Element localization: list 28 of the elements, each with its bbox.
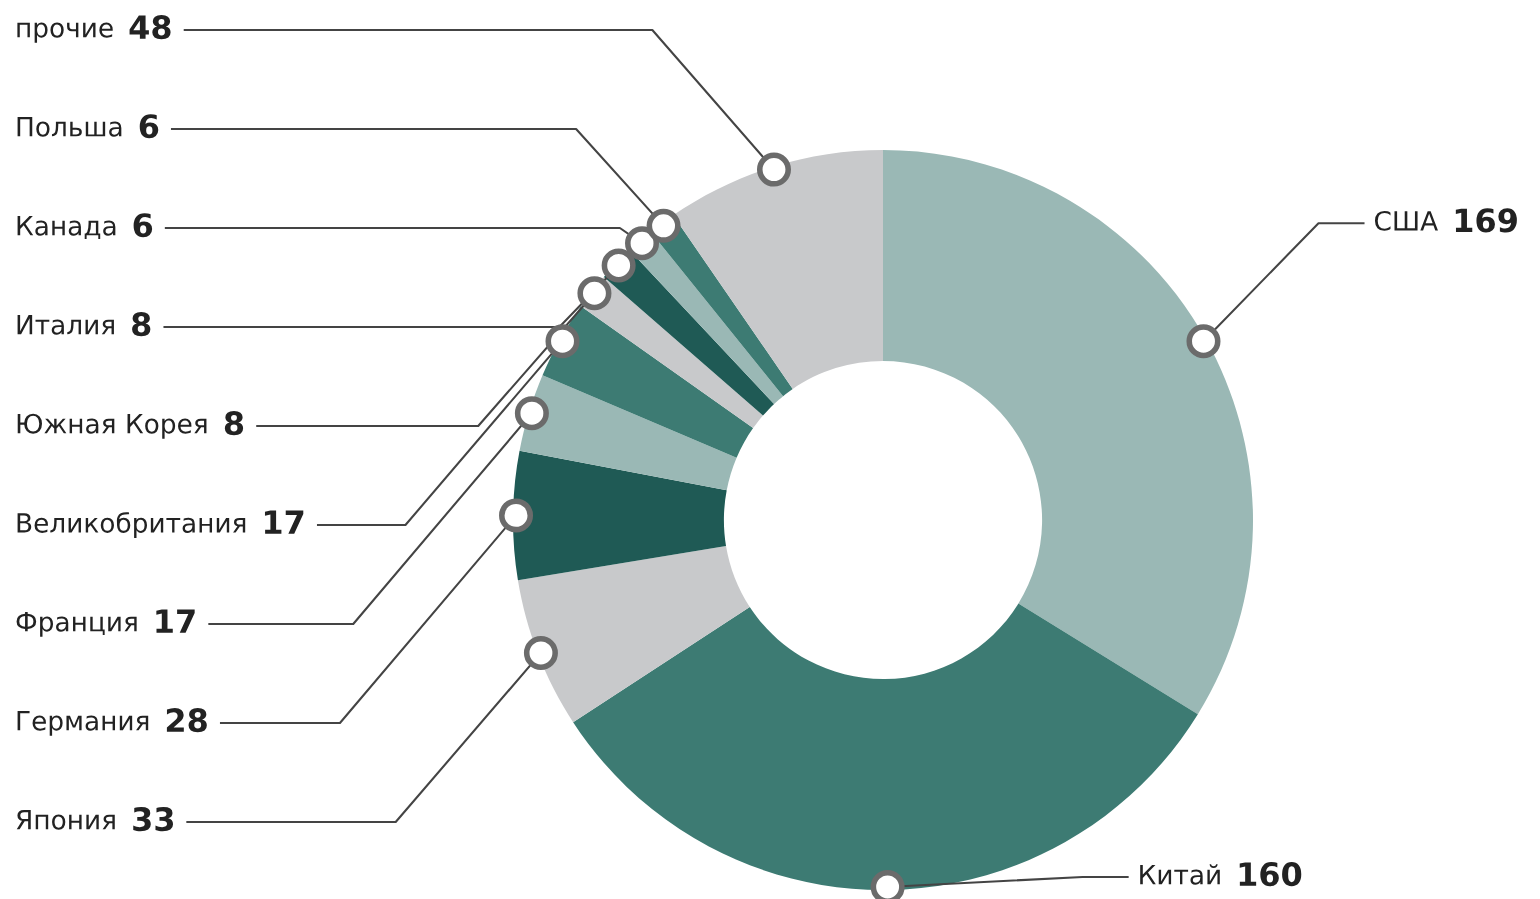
data-label: 17 (264, 510, 304, 534)
data-label: 6 (133, 213, 153, 238)
donut-slice (517, 545, 750, 723)
data-label: 8 (224, 411, 244, 436)
slice-label: Италия (17, 315, 114, 335)
data-label: 33 (133, 807, 174, 832)
data-label: 6 (139, 114, 159, 139)
donut-slice (673, 150, 883, 389)
donut-slice (883, 150, 1253, 715)
slice-label: Канада (17, 216, 116, 239)
donut-slice (513, 450, 727, 581)
slice-label: США (1374, 210, 1438, 231)
slice-label: Китай (1140, 864, 1220, 885)
data-label: 48 (129, 15, 171, 40)
data-label: 169 (1455, 208, 1517, 233)
slice-label: Южная Корея (17, 413, 207, 439)
slice-label: Германия (17, 711, 149, 736)
slice-label: Великобритания (17, 512, 246, 538)
slice-label: Япония (16, 810, 115, 830)
donut-slice (542, 306, 754, 458)
data-label: 28 (166, 708, 207, 733)
data-label: 8 (132, 312, 151, 337)
data-label: 17 (156, 609, 195, 633)
slice-label: Франция (16, 612, 137, 637)
donut-slice (519, 375, 737, 491)
slice-label: Польша (17, 117, 122, 137)
slice-label: прочие (17, 22, 113, 43)
data-label: 160 (1239, 862, 1302, 887)
